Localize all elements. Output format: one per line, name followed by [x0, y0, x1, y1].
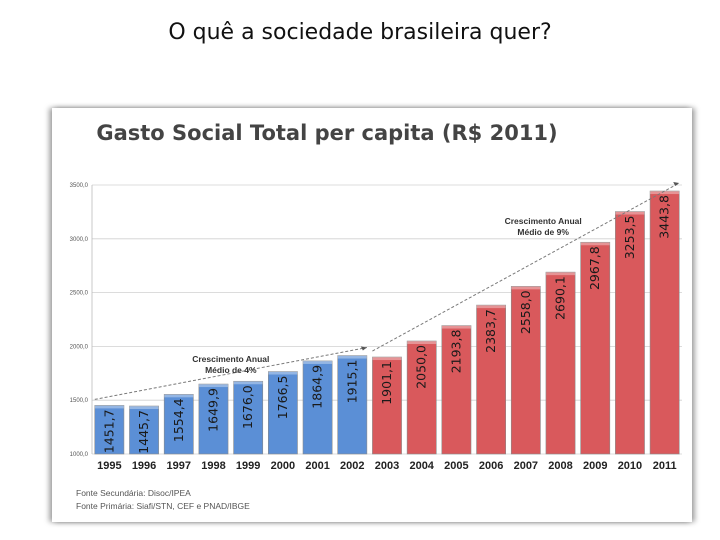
trend-arrow	[360, 346, 367, 351]
y-tick-label: 2500,0	[70, 291, 89, 297]
x-tick-label: 2007	[514, 460, 538, 472]
bar	[510, 286, 541, 455]
bar	[233, 380, 264, 455]
bar-highlight	[94, 405, 124, 409]
slide-title: O quê a sociedade brasileira quer?	[168, 20, 552, 45]
annotation-line1: Crescimento Anual	[505, 216, 582, 226]
y-tick-label: 3500,0	[70, 183, 89, 189]
bar	[476, 304, 506, 455]
value-label: 1766,5	[275, 376, 290, 420]
bar-highlight	[511, 286, 541, 290]
value-label: 2050,0	[414, 345, 429, 389]
bar-highlight	[372, 357, 402, 361]
bar-highlight	[580, 242, 610, 246]
x-tick-label: 1995	[97, 460, 121, 472]
bar-highlight	[129, 406, 159, 410]
bar-highlight	[303, 360, 333, 364]
value-label: 1676,0	[240, 385, 255, 429]
bar-highlight	[441, 325, 471, 329]
value-label: 2967,8	[587, 246, 602, 290]
bar	[268, 371, 298, 455]
x-tick-label: 2008	[548, 460, 572, 472]
value-label: 1915,1	[344, 360, 359, 404]
y-tick-label: 1500,0	[70, 398, 89, 404]
bar-highlight	[233, 381, 263, 385]
value-label: 3253,5	[622, 216, 637, 260]
bar	[406, 340, 437, 455]
value-label: 2558,0	[518, 290, 533, 334]
x-tick-label: 1999	[236, 460, 260, 472]
value-label: 2193,8	[448, 330, 463, 374]
x-tick-label: 2001	[305, 460, 329, 472]
y-tick-label: 3000,0	[70, 237, 89, 243]
bar-highlight	[650, 191, 680, 195]
x-tick-label: 1996	[132, 460, 156, 472]
bar-highlight	[615, 211, 645, 215]
bar-highlight	[268, 371, 298, 375]
x-tick-label: 1997	[167, 460, 191, 472]
annotation-line2: Médio de 4%	[205, 365, 257, 375]
bar	[545, 271, 576, 455]
bar	[129, 405, 159, 455]
value-label: 2690,1	[553, 276, 568, 320]
value-label: 1649,9	[205, 388, 220, 432]
bar-highlight	[337, 355, 367, 359]
y-tick-label: 1000,0	[70, 452, 89, 458]
bar	[441, 325, 472, 455]
x-tick-label: 2003	[375, 460, 399, 472]
x-tick-label: 2010	[618, 460, 642, 472]
chart-title: Gasto Social Total per capita (R$ 2011)	[96, 121, 557, 145]
annotation-line1: Crescimento Anual	[192, 354, 269, 364]
source-note: Fonte Primária: Siafi/STN, CEF e PNAD/IB…	[76, 501, 250, 511]
x-tick-label: 2006	[479, 460, 503, 472]
bar	[94, 405, 125, 455]
bar-highlight	[164, 394, 194, 398]
annotation-line2: Médio de 9%	[517, 227, 569, 237]
trend-arrow	[673, 182, 680, 187]
x-tick-label: 2009	[583, 460, 607, 472]
trend-line	[372, 182, 680, 352]
bar-highlight	[545, 272, 576, 276]
bar	[337, 355, 368, 455]
value-label: 1554,4	[171, 398, 186, 442]
y-tick-label: 2000,0	[70, 344, 89, 350]
x-tick-label: 2005	[444, 460, 468, 472]
bar-highlight	[198, 384, 229, 388]
value-label: 1445,7	[136, 410, 151, 454]
trend-line	[94, 347, 367, 400]
x-tick-label: 2002	[340, 460, 364, 472]
bar	[372, 356, 402, 455]
bar-highlight	[407, 341, 437, 345]
value-label: 2383,7	[483, 309, 498, 353]
x-tick-label: 2011	[653, 460, 677, 472]
x-tick-label: 2000	[271, 460, 295, 472]
value-label: 1451,7	[101, 409, 116, 453]
bar	[302, 360, 333, 455]
bar	[198, 383, 229, 455]
bar	[615, 211, 645, 455]
bar-chart: Gasto Social Total per capita (R$ 2011) …	[70, 121, 682, 511]
x-tick-label: 1998	[201, 460, 225, 472]
x-tick-label: 2004	[409, 460, 434, 472]
bar	[649, 190, 680, 455]
bar	[580, 241, 611, 455]
source-note: Fonte Secundária: Disoc/IPEA	[76, 488, 191, 498]
bar-highlight	[476, 305, 506, 309]
value-label: 1864,9	[310, 365, 325, 409]
value-label: 1901,1	[379, 361, 394, 405]
bar	[163, 394, 194, 455]
chart-image: Gasto Social Total per capita (R$ 2011) …	[52, 108, 692, 522]
value-label: 3443,8	[657, 195, 672, 239]
